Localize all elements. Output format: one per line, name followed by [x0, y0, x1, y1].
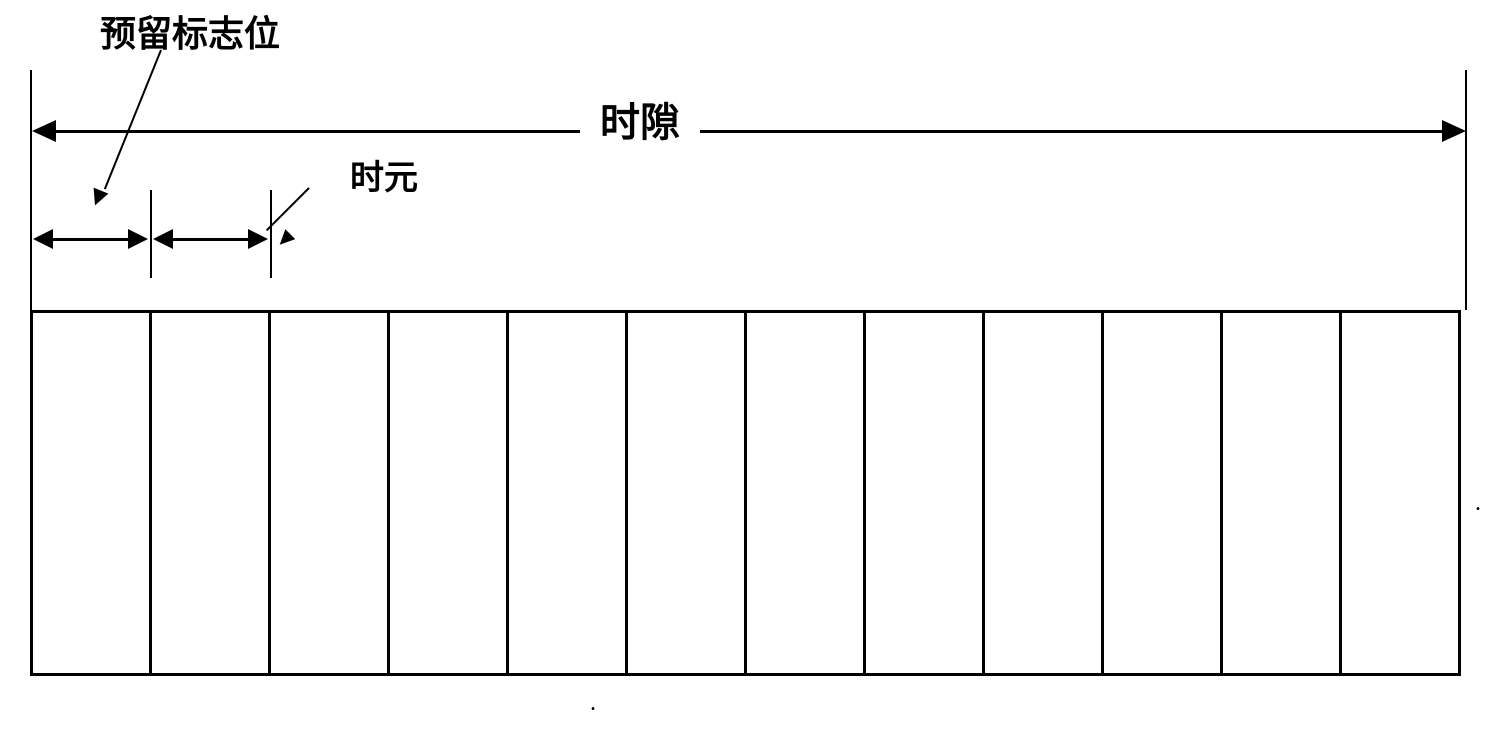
cell	[152, 313, 271, 673]
cell	[747, 313, 866, 673]
cell	[271, 313, 390, 673]
time-slot-arrow-left	[32, 120, 56, 142]
element-pointer-arrowhead	[275, 229, 296, 250]
segment-1-span-line	[38, 238, 142, 241]
cell	[390, 313, 509, 673]
cell	[866, 313, 985, 673]
cell	[985, 313, 1104, 673]
bottom-dot: .	[590, 690, 596, 717]
element-pointer-line	[266, 187, 310, 231]
cell	[1223, 313, 1342, 673]
cell-row	[30, 310, 1461, 676]
tick-inner-1	[150, 190, 152, 278]
reserved-flag-label: 预留标志位	[100, 5, 280, 57]
reserved-pointer-line	[104, 50, 162, 190]
segment-2-arrow-right	[248, 229, 268, 249]
time-slot-arrow-right	[1442, 120, 1466, 142]
trailing-dot: .	[1475, 490, 1481, 517]
cell	[509, 313, 628, 673]
cell	[33, 313, 152, 673]
time-element-label: 时元	[350, 150, 418, 199]
segment-2-arrow-left	[153, 229, 173, 249]
reserved-pointer-arrowhead	[88, 188, 109, 209]
time-slot-label: 时隙	[580, 90, 700, 148]
segment-1-arrow-right	[128, 229, 148, 249]
tick-inner-2	[270, 190, 272, 278]
segment-1-arrow-left	[33, 229, 53, 249]
cell	[628, 313, 747, 673]
time-slot-diagram: 预留标志位 时隙 时元 . .	[30, 10, 1470, 710]
cell	[1104, 313, 1223, 673]
tick-right	[1465, 70, 1467, 310]
segment-2-span-line	[158, 238, 262, 241]
tick-left	[30, 70, 32, 310]
cell	[1342, 313, 1461, 673]
time-slot-span-line	[40, 130, 1460, 133]
